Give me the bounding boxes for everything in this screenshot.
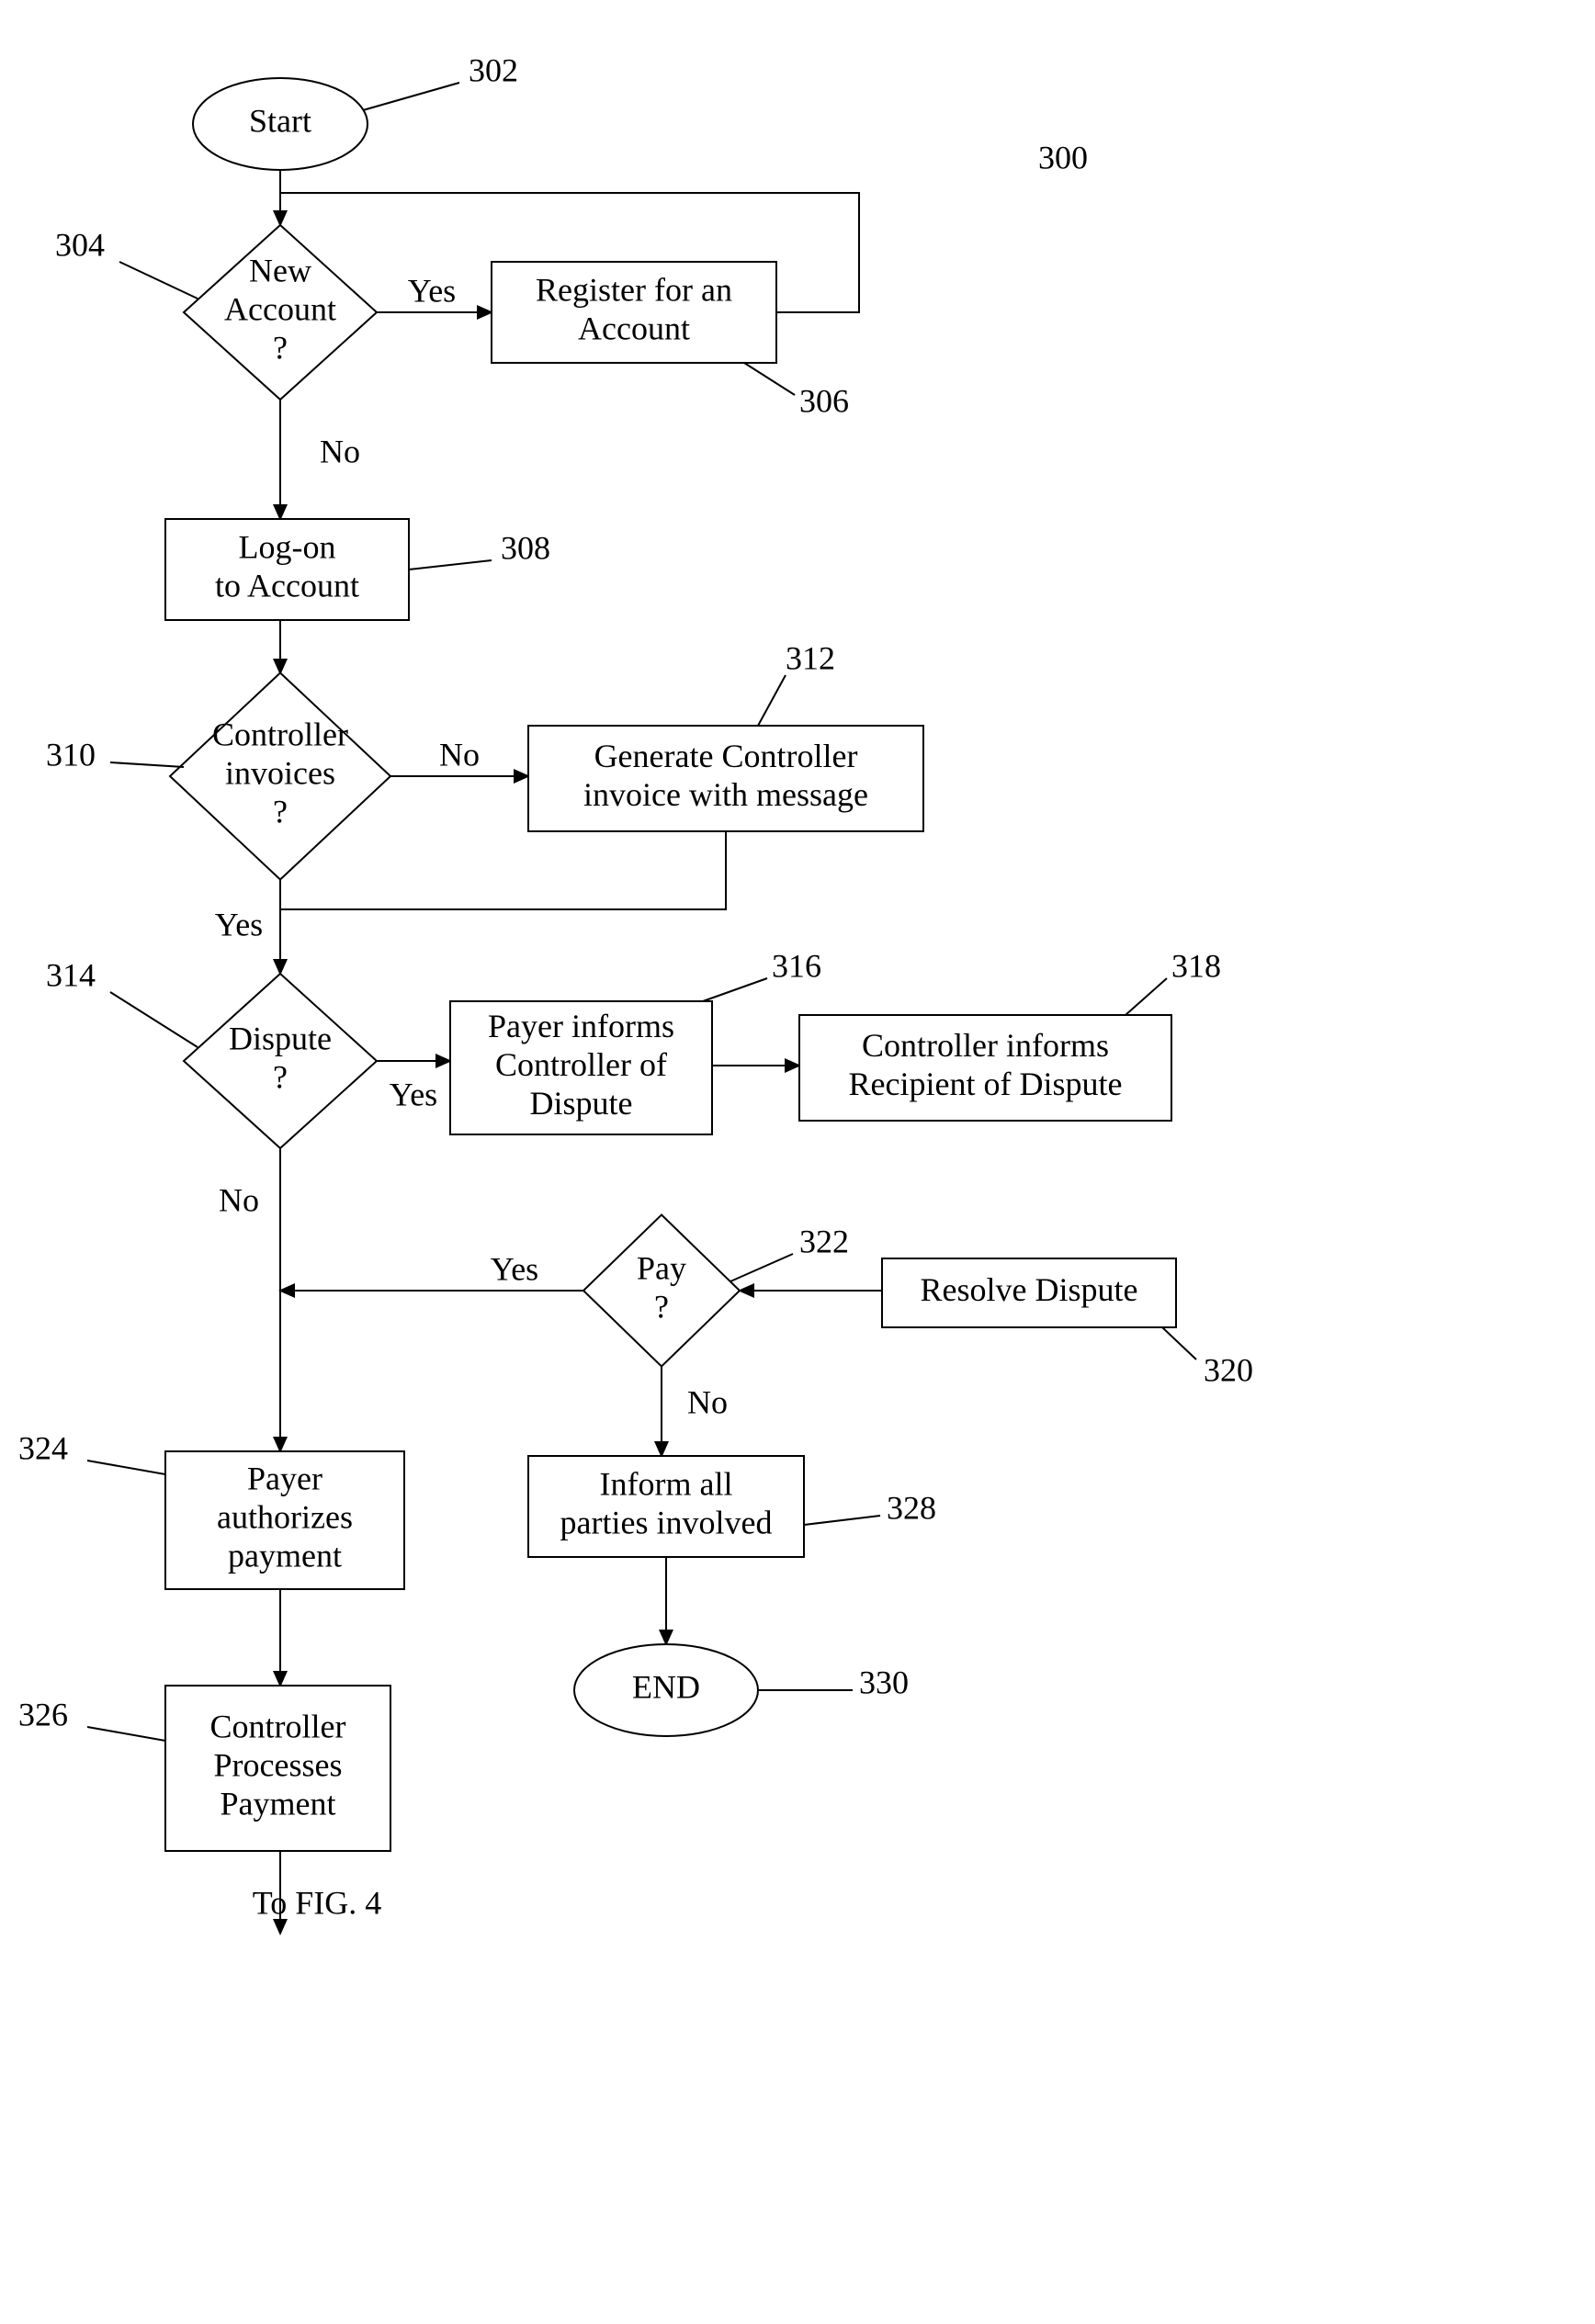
svg-text:Controller informs: Controller informs xyxy=(862,1027,1109,1064)
svg-text:Processes: Processes xyxy=(214,1746,343,1783)
svg-text:Inform all: Inform all xyxy=(600,1465,733,1502)
ref-register: 306 xyxy=(744,363,849,419)
ref-payer_inf: 316 xyxy=(703,947,821,1001)
svg-text:invoice with message: invoice with message xyxy=(583,776,868,813)
node-pay: Pay? xyxy=(583,1215,740,1367)
node-end: END xyxy=(574,1644,758,1736)
svg-text:payment: payment xyxy=(228,1537,342,1574)
svg-text:Pay: Pay xyxy=(637,1249,686,1286)
svg-text:Account: Account xyxy=(224,290,336,327)
ref-authorize: 324 xyxy=(18,1429,165,1474)
node-ctrl_inf: Controller informsRecipient of Dispute xyxy=(799,1015,1171,1121)
svg-text:306: 306 xyxy=(799,382,849,419)
svg-text:New: New xyxy=(249,252,311,288)
node-new_acct: NewAccount? xyxy=(184,225,377,400)
svg-text:316: 316 xyxy=(772,947,821,984)
svg-text:invoices: invoices xyxy=(225,754,335,791)
svg-text:Recipient of Dispute: Recipient of Dispute xyxy=(849,1066,1123,1102)
svg-text:Payment: Payment xyxy=(221,1785,336,1822)
svg-text:?: ? xyxy=(273,1058,288,1095)
ref-logon: 308 xyxy=(409,529,550,570)
svg-text:312: 312 xyxy=(786,639,835,676)
svg-text:328: 328 xyxy=(887,1489,936,1526)
svg-text:?: ? xyxy=(654,1288,669,1325)
svg-text:318: 318 xyxy=(1171,947,1221,984)
node-authorize: Payerauthorizespayment xyxy=(165,1451,404,1589)
ref-ctrl_inv: 310 xyxy=(46,736,184,773)
svg-text:Start: Start xyxy=(249,102,311,139)
node-register: Register for anAccount xyxy=(492,262,776,363)
ref-dispute: 314 xyxy=(46,956,198,1047)
edge-dispute-payerinf: Yes xyxy=(377,1061,450,1112)
svg-text:Register for an: Register for an xyxy=(536,271,732,308)
svg-text:322: 322 xyxy=(799,1223,849,1259)
svg-text:authorizes: authorizes xyxy=(217,1498,353,1535)
edge-newacct-register: Yes xyxy=(377,272,492,312)
svg-text:to Account: to Account xyxy=(215,567,359,604)
ref-inform: 328 xyxy=(804,1489,936,1526)
edge-process-tofig4: To FIG. 4 xyxy=(253,1851,381,1934)
edge-pay-inform: No xyxy=(662,1366,728,1456)
svg-text:302: 302 xyxy=(469,51,518,88)
svg-text:END: END xyxy=(632,1668,700,1705)
svg-text:Payer: Payer xyxy=(247,1460,322,1496)
svg-text:Dispute: Dispute xyxy=(229,1020,332,1056)
svg-text:Log-on: Log-on xyxy=(239,528,336,565)
svg-text:308: 308 xyxy=(501,529,550,566)
nodes-layer: StartNewAccount?Register for anAccountLo… xyxy=(165,78,1176,1851)
svg-text:320: 320 xyxy=(1204,1351,1253,1388)
edge-newacct-logon: No xyxy=(280,400,360,519)
svg-text:Yes: Yes xyxy=(408,272,456,309)
ref-resolve: 320 xyxy=(1162,1327,1253,1388)
svg-text:No: No xyxy=(687,1383,728,1420)
node-dispute: Dispute? xyxy=(184,974,377,1148)
ref-new_acct: 304 xyxy=(55,226,198,299)
ref-start: 302 xyxy=(363,51,518,110)
svg-text:310: 310 xyxy=(46,736,96,773)
flowchart-diagram: YesNoNoYesYesNoYesNoTo FIG. 4 StartNewAc… xyxy=(0,0,1595,2324)
ref-end: 330 xyxy=(758,1664,909,1700)
svg-text:Controller of: Controller of xyxy=(495,1046,667,1083)
svg-text:parties involved: parties involved xyxy=(560,1504,773,1540)
edge-pay-yes: Yes xyxy=(280,1250,583,1291)
svg-text:Yes: Yes xyxy=(215,906,263,942)
svg-text:?: ? xyxy=(273,793,288,829)
svg-text:314: 314 xyxy=(46,956,96,993)
svg-text:Controller: Controller xyxy=(212,716,348,752)
edge-ctrlinv-geninv: No xyxy=(390,736,528,776)
ref-gen_inv: 312 xyxy=(758,639,835,726)
svg-text:Dispute: Dispute xyxy=(530,1085,633,1122)
svg-text:Yes: Yes xyxy=(390,1076,437,1112)
node-process_p: ControllerProcessesPayment xyxy=(165,1686,390,1851)
svg-text:To FIG. 4: To FIG. 4 xyxy=(253,1884,381,1921)
svg-text:Controller: Controller xyxy=(210,1708,346,1744)
svg-text:Yes: Yes xyxy=(491,1250,538,1287)
svg-text:No: No xyxy=(320,433,360,469)
svg-text:304: 304 xyxy=(55,226,105,263)
ref-pay: 322 xyxy=(730,1223,849,1281)
node-start: Start xyxy=(193,78,368,170)
node-payer_inf: Payer informsController ofDispute xyxy=(450,1001,712,1134)
figure-reference: 300 xyxy=(1038,139,1088,175)
svg-text:Payer informs: Payer informs xyxy=(488,1008,674,1044)
svg-text:Generate Controller: Generate Controller xyxy=(594,738,858,774)
ref-process_p: 326 xyxy=(18,1696,165,1741)
edge-geninv-back xyxy=(280,831,726,909)
edge-ctrlinv-dispute: Yes xyxy=(215,880,280,974)
node-ctrl_inv: Controllerinvoices? xyxy=(170,673,390,880)
node-gen_inv: Generate Controllerinvoice with message xyxy=(528,726,923,831)
svg-text:Resolve Dispute: Resolve Dispute xyxy=(921,1271,1138,1308)
svg-text:?: ? xyxy=(273,329,288,366)
svg-text:Account: Account xyxy=(578,310,690,346)
ref-ctrl_inf: 318 xyxy=(1126,947,1221,1015)
svg-text:No: No xyxy=(219,1181,259,1218)
svg-text:330: 330 xyxy=(859,1664,909,1700)
svg-text:326: 326 xyxy=(18,1696,68,1732)
node-logon: Log-onto Account xyxy=(165,519,409,620)
svg-text:No: No xyxy=(439,736,480,773)
svg-text:324: 324 xyxy=(18,1429,68,1466)
node-inform: Inform allparties involved xyxy=(528,1456,804,1557)
edge-dispute-authorize: No xyxy=(219,1148,280,1451)
node-resolve: Resolve Dispute xyxy=(882,1258,1176,1327)
